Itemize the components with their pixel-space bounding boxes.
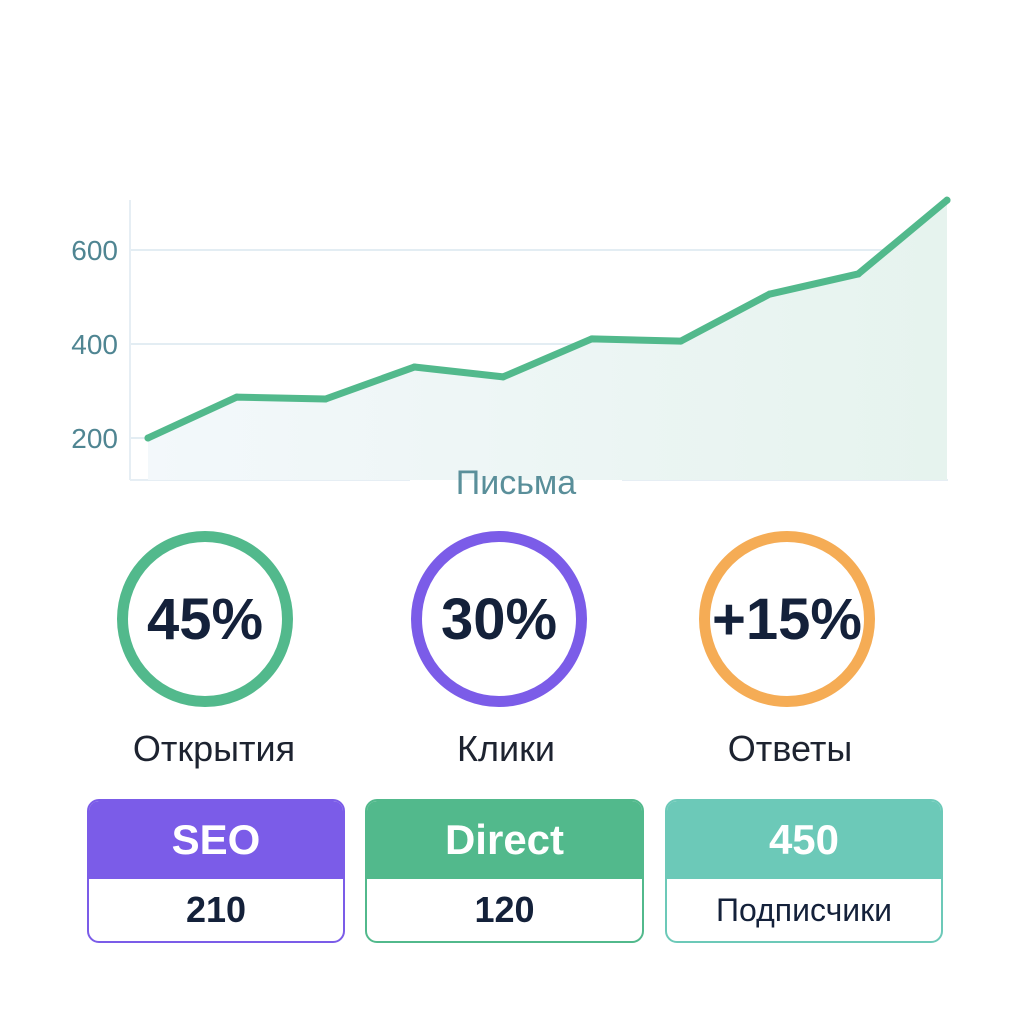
card-title: Direct — [367, 801, 642, 879]
data-point — [677, 337, 685, 345]
data-point — [322, 395, 330, 403]
card-value: 120 — [474, 889, 535, 930]
metric-value: +15% — [712, 586, 862, 652]
metric-value: 30% — [440, 586, 558, 652]
line-chart: 200 400 600 Письма — [71, 196, 951, 502]
data-point — [765, 290, 773, 298]
card-seo: SEO 210 — [87, 799, 345, 943]
data-point — [410, 363, 418, 371]
y-tick-label: 400 — [71, 329, 118, 360]
metric-ring-replies: +15% — [699, 531, 875, 707]
metric-value: 45% — [146, 586, 264, 652]
y-tick-label: 600 — [71, 235, 118, 266]
metric-ring-clicks: 30% — [411, 531, 587, 707]
data-point — [854, 270, 862, 278]
metric-label: Клики — [457, 728, 555, 769]
metric-label: Открытия — [132, 728, 296, 769]
data-point — [233, 393, 241, 401]
data-point — [943, 196, 951, 204]
data-point — [499, 373, 507, 381]
series-line — [144, 196, 951, 442]
card-direct: Direct 120 — [365, 799, 644, 943]
card-title: SEO — [89, 801, 343, 879]
x-axis-label: Письма — [456, 464, 577, 502]
metric-label: Ответы — [727, 728, 853, 769]
card-value: Подписчики — [715, 891, 893, 928]
card-value: 210 — [185, 889, 247, 930]
card-title: 450 — [667, 801, 941, 879]
card-subscribers: 450 Подписчики — [665, 799, 943, 943]
y-tick-label: 200 — [71, 423, 118, 454]
area-fill — [148, 200, 947, 480]
data-point — [588, 335, 596, 343]
metric-ring-opens: 45% — [117, 531, 293, 707]
data-point — [144, 434, 152, 442]
